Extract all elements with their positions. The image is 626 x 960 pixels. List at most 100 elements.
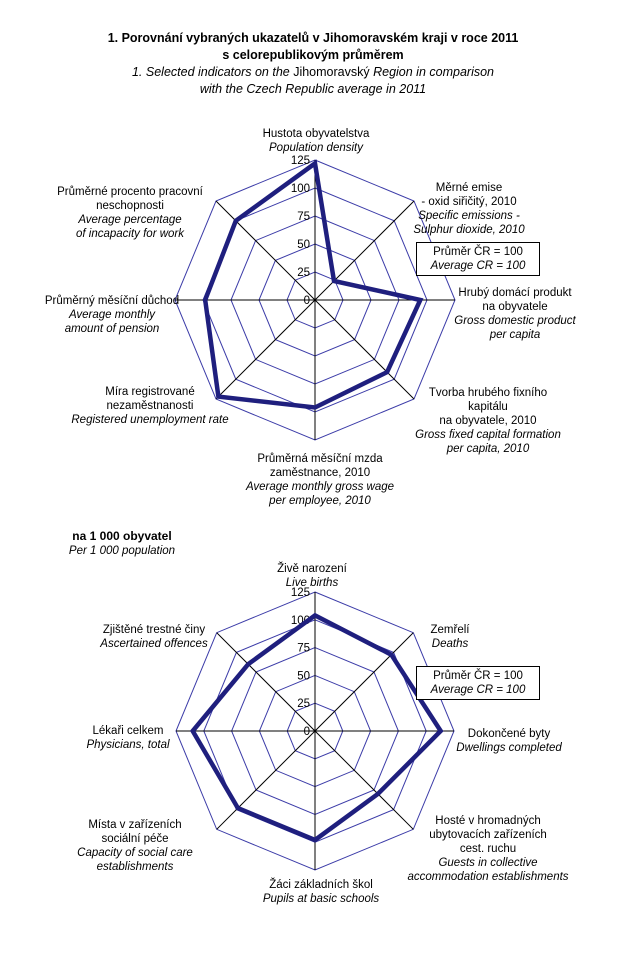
legend-line-en: Average CR = 100 <box>430 684 526 696</box>
axis-label-line-en: Live births <box>285 577 339 589</box>
radar-tick-label: 125 <box>291 155 310 167</box>
radar-spoke <box>215 200 316 301</box>
chart1-axis-label-7: Průměrné procento pracovní neschopnosti Av… <box>23 185 238 241</box>
chart1-axis-label-3: Tvorba hrubého fixního kapitálu na obyvate… <box>391 386 586 456</box>
radar-spoke <box>314 299 415 400</box>
axis-label-line-cs: nezaměstnanosti <box>106 400 194 412</box>
axis-label-line-cs: cest. ruchu <box>459 843 517 855</box>
title-line-cs-2: s celorepublikovým průměrem <box>222 48 404 62</box>
axis-label-line-cs: Hrubý domácí produkt <box>458 287 572 299</box>
axis-label-line-en: per capita, 2010 <box>446 443 530 455</box>
axis-label-line-cs: Zjištěné trestné činy <box>102 624 206 636</box>
chart1-axis-label-1: Měrné emise - oxid siřičitý, 2010 Specific… <box>379 181 559 237</box>
radar-series-line <box>202 159 424 410</box>
chart2-axis-label-5: Místa v zařízeních sociální péče Capacity … <box>35 818 235 874</box>
axis-label-line-cs: na obyvatele <box>482 301 548 313</box>
chart2-axis-label-2: Dokončené byty Dwellings completed <box>427 727 592 755</box>
axis-label-line-en: Ascertained offences <box>100 638 208 650</box>
axis-label-line-en: per employee, 2010 <box>269 495 371 507</box>
chart2-axis-label-1: Zemřelí Deaths <box>385 623 515 651</box>
axis-label-line-en: Capacity of social care <box>77 847 193 859</box>
axis-label-line-en: per capita <box>489 329 541 341</box>
axis-label-line-cs: Průměrný měsíční důchod <box>44 295 180 307</box>
axis-label-line-cs: Živě narození <box>277 563 347 575</box>
chart2-subtitle-cs: na 1 000 obyvatel <box>72 529 172 543</box>
axis-label-line-en: Gross fixed capital formation <box>415 429 561 441</box>
axis-label-line-en: Registered unemployment rate <box>71 414 229 426</box>
title-en-pre: 1. Selected indicators on the <box>131 65 294 79</box>
axis-label-line-cs: ubytovacích zařízeních <box>429 829 547 841</box>
radar-spoke <box>215 299 316 400</box>
axis-label-line-en: Sulphur dioxide, 2010 <box>413 224 525 236</box>
legend-line-cs: Průměr ČR = 100 <box>433 246 523 258</box>
axis-label-line-en: amount of pension <box>64 323 160 335</box>
axis-label-line-cs: Žáci základních škol <box>269 879 373 891</box>
axis-label-line-cs: Průměrné procento pracovní <box>57 186 203 198</box>
axis-label-line-cs: na obyvatele, 2010 <box>439 415 537 427</box>
axis-label-line-en: Pupils at basic schools <box>262 893 380 905</box>
radar-series-line <box>189 612 444 843</box>
axis-label-line-cs: Lékaři celkem <box>92 725 164 737</box>
axis-label-line-cs: sociální péče <box>101 833 169 845</box>
chart1-axis-label-4: Průměrná měsíční mzda zaměstnance, 2010 Av… <box>210 452 430 508</box>
axis-label-line-cs: neschopnosti <box>96 200 164 212</box>
radar-tick-label: 75 <box>297 643 310 655</box>
axis-label-line-cs: Hustota obyvatelstva <box>262 128 370 140</box>
axis-label-line-en: Dwellings completed <box>456 742 562 754</box>
title-en-region-name: Jihomoravský <box>293 65 370 79</box>
axis-label-line-en: Average monthly <box>68 309 156 321</box>
axis-label-line-cs: Tvorba hrubého fixního <box>428 387 548 399</box>
axis-label-line-cs: Zemřelí <box>430 624 470 636</box>
axis-label-line-cs: - oxid siřičitý, 2010 <box>421 196 517 208</box>
axis-label-line-cs: Hosté v hromadných <box>435 815 541 827</box>
axis-label-line-en: Deaths <box>431 638 469 650</box>
legend-box-chart2: Průměr ČR = 100 Average CR = 100 <box>416 666 540 700</box>
chart2-axis-label-7: Zjištěné trestné činy Ascertained offence… <box>52 623 257 651</box>
radar-tick-label: 50 <box>297 239 310 251</box>
radar-tick-label: 75 <box>297 211 310 223</box>
axis-label-line-cs: Průměrná měsíční mzda <box>257 453 383 465</box>
axis-label-line-cs: zaměstnance, 2010 <box>269 467 371 479</box>
chart2-axis-label-3: Hosté v hromadných ubytovacích zařízeních… <box>371 814 606 884</box>
chart2-axis-label-4: Žáci základních škol Pupils at basic scho… <box>216 878 426 906</box>
axis-label-line-en: Specific emissions - <box>418 210 520 222</box>
axis-label-line-en: establishments <box>96 861 174 873</box>
legend-line-en: Average CR = 100 <box>430 260 526 272</box>
radar-spoke <box>216 730 316 830</box>
radar-tick-label: 25 <box>297 267 310 279</box>
axis-label-line-en: accommodation establishments <box>407 871 569 883</box>
axis-label-line-cs: Měrné emise <box>435 182 503 194</box>
chart1-axis-label-0: Hustota obyvatelstva Population density <box>206 127 426 155</box>
radar-spoke <box>314 730 414 830</box>
radar-tick-label: 125 <box>291 587 310 599</box>
axis-label-line-en: Gross domestic product <box>454 315 576 327</box>
axis-label-line-en: Population density <box>269 142 363 154</box>
axis-label-line-cs: Dokončené byty <box>467 728 551 740</box>
radar-tick-label: 0 <box>304 726 310 738</box>
title-en-post: Region in comparison <box>369 65 494 79</box>
title-line-en-2: with the Czech Republic average in 2011 <box>199 82 427 96</box>
axis-label-line-cs: kapitálu <box>468 401 508 413</box>
radar-tick-label: 25 <box>297 698 310 710</box>
chart2-subtitle-en: Per 1 000 population <box>68 545 176 557</box>
chart1-axis-label-6: Průměrný měsíční důchod Average monthly am… <box>15 294 210 336</box>
axis-label-line-en: Average percentage <box>78 214 182 226</box>
chart2-axis-label-0: Živě narození Live births <box>222 562 402 590</box>
chart2-subtitle: na 1 000 obyvatel Per 1 000 population <box>27 529 217 559</box>
axis-label-line-cs: Místa v zařízeních <box>88 819 182 831</box>
title-line-cs-1: 1. Porovnání vybraných ukazatelů v Jihom… <box>107 31 519 45</box>
chart1-axis-label-2: Hrubý domácí produkt na obyvatele Gross do… <box>430 286 600 342</box>
legend-box-chart1: Průměr ČR = 100 Average CR = 100 <box>416 242 540 276</box>
radar-spoke <box>314 200 415 301</box>
page-title: 1. Porovnání vybraných ukazatelů v Jihom… <box>0 30 626 98</box>
chart1-axis-label-5: Míra registrované nezaměstnanosti Register… <box>48 385 253 427</box>
axis-label-line-en: Physicians, total <box>86 739 170 751</box>
legend-line-cs: Průměr ČR = 100 <box>433 670 523 682</box>
axis-label-line-en: Guests in collective <box>438 857 538 869</box>
radar-spoke <box>314 632 414 732</box>
radar-tick-label: 0 <box>304 295 310 307</box>
radar-spoke <box>216 632 316 732</box>
axis-label-line-cs: Míra registrované <box>105 386 195 398</box>
axis-label-line-en: of incapacity for work <box>75 228 184 240</box>
